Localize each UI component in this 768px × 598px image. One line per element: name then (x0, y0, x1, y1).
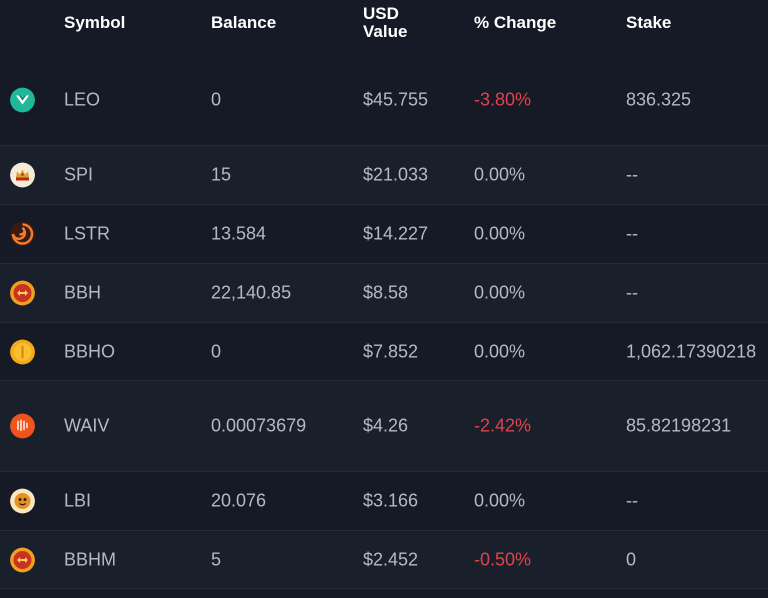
symbol-cell[interactable]: BBHO (64, 341, 116, 361)
balance-cell: 13.584 (211, 223, 267, 244)
symbol-cell[interactable]: SPI (64, 164, 94, 185)
stake-cell: 836.325 (626, 89, 692, 109)
change-cell: 0.00% (474, 282, 526, 303)
header-stake[interactable]: Stake (626, 13, 672, 32)
table-row[interactable]: BBH 22,140.85 $8.58 0.00% -- (0, 264, 768, 323)
balance-cell: 22,140.85 (211, 282, 292, 303)
table-row[interactable]: LEO 0 $45.755 -3.80% 836.325 (0, 54, 768, 146)
usd-value-cell: $4.26 (363, 415, 409, 436)
usd-value-cell: $7.852 (363, 341, 419, 361)
stake-cell: 1,062.17390218 (626, 341, 757, 361)
table-row[interactable]: LSTR 13.584 $14.227 0.00% -- (0, 205, 768, 264)
stake-cell: 85.82198231 (626, 415, 732, 436)
lstr-token-icon (10, 221, 35, 247)
table-row[interactable]: SPI 15 $21.033 0.00% -- (0, 146, 768, 205)
usd-value-cell: $2.452 (363, 549, 419, 569)
symbol-cell[interactable]: LBI (64, 490, 92, 511)
stake-cell: 0 (626, 549, 637, 569)
usd-value-cell: $8.58 (363, 282, 409, 303)
balance-cell: 20.076 (211, 490, 267, 511)
usd-value-cell: $14.227 (363, 223, 429, 244)
usd-value-cell: $21.033 (363, 164, 429, 185)
header-symbol[interactable]: Symbol (64, 13, 126, 32)
table-row[interactable]: BBHO 0 $7.852 0.00% 1,062.17390218 (0, 323, 768, 381)
table-row-partial (0, 589, 768, 598)
stake-cell: -- (626, 282, 638, 303)
symbol-cell[interactable]: BBHM (64, 549, 117, 569)
bbho-token-icon (10, 339, 35, 364)
table-header: Symbol Balance USD Value % Change Stake (0, 0, 768, 55)
leo-token-icon (10, 87, 35, 112)
table-row[interactable]: WAIV 0.00073679 $4.26 -2.42% 85.82198231 (0, 381, 768, 472)
bbhm-token-icon (10, 547, 35, 572)
change-cell: 0.00% (474, 164, 526, 185)
table-row[interactable]: LBI 20.076 $3.166 0.00% -- (0, 472, 768, 531)
balance-cell: 0 (211, 89, 222, 109)
balance-cell: 5 (211, 549, 222, 569)
change-cell: -3.80% (474, 89, 532, 109)
stake-cell: -- (626, 164, 638, 185)
symbol-cell[interactable]: LSTR (64, 223, 111, 244)
waiv-token-icon (10, 413, 35, 439)
bbh-token-icon (10, 280, 35, 306)
change-cell: 0.00% (474, 223, 526, 244)
header-usd-line1: USD (363, 4, 399, 23)
balance-cell: 0 (211, 341, 222, 361)
header-change[interactable]: % Change (474, 13, 557, 32)
change-cell: 0.00% (474, 490, 526, 511)
spi-token-icon (10, 162, 35, 188)
symbol-cell[interactable]: WAIV (64, 415, 110, 436)
header-usd-value[interactable]: USD Value (363, 5, 407, 41)
change-cell: -2.42% (474, 415, 532, 436)
stake-cell: -- (626, 490, 638, 511)
symbol-cell[interactable]: BBH (64, 282, 102, 303)
balance-cell: 0.00073679 (211, 415, 307, 436)
change-cell: -0.50% (474, 549, 532, 569)
header-usd-line2: Value (363, 22, 408, 41)
symbol-cell[interactable]: LEO (64, 89, 101, 109)
change-cell: 0.00% (474, 341, 526, 361)
header-balance[interactable]: Balance (211, 13, 277, 32)
table-row[interactable]: BBHM 5 $2.452 -0.50% 0 (0, 531, 768, 589)
balance-cell: 15 (211, 164, 232, 185)
stake-cell: -- (626, 223, 638, 244)
usd-value-cell: $45.755 (363, 89, 429, 109)
lbi-token-icon (10, 488, 35, 514)
usd-value-cell: $3.166 (363, 490, 419, 511)
